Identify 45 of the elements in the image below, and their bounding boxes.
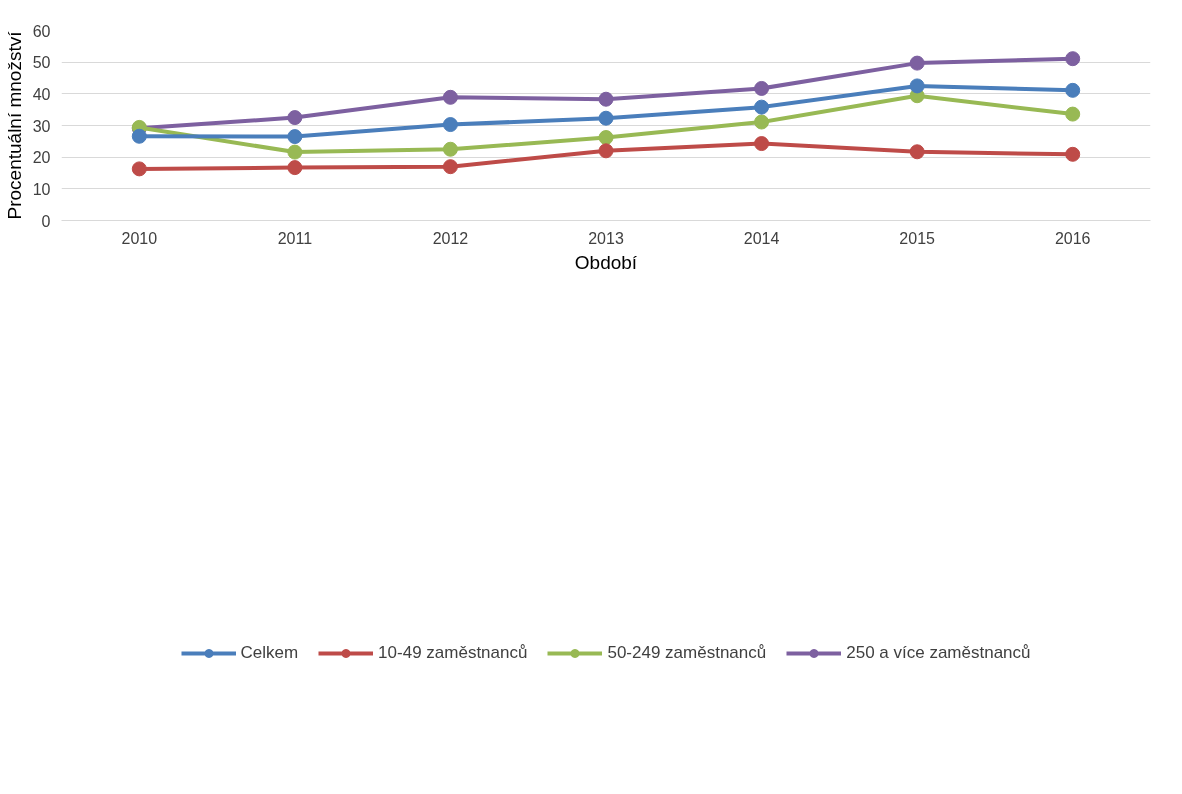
point	[909, 78, 925, 94]
y-tick-label: 10	[32, 180, 51, 198]
x-axis-title: Období	[574, 251, 638, 273]
x-tick-label: 2014	[743, 229, 780, 247]
point	[287, 160, 303, 176]
point	[131, 128, 147, 144]
point	[287, 110, 303, 126]
point	[442, 141, 458, 157]
point	[287, 144, 303, 160]
x-tick-label: 2010	[121, 229, 158, 247]
y-tick-label: 60	[32, 22, 51, 40]
y-tick-label: 30	[32, 117, 51, 135]
point	[598, 143, 614, 159]
point	[442, 89, 458, 105]
point	[754, 114, 770, 130]
point	[1065, 146, 1081, 162]
point	[598, 110, 614, 126]
x-tick-label: 2016	[1054, 229, 1091, 247]
point	[754, 136, 770, 152]
legend-label: 50-249 zaměstnanců	[607, 642, 767, 663]
point	[1065, 51, 1081, 67]
point	[909, 144, 925, 160]
y-tick-label: 40	[32, 85, 51, 103]
x-tick-label: 2015	[899, 229, 936, 247]
point	[754, 80, 770, 96]
point	[442, 159, 458, 175]
point	[131, 161, 147, 177]
legend-label: Celkem	[240, 642, 299, 663]
point	[1065, 106, 1081, 122]
point	[287, 129, 303, 145]
y-tick-label: 50	[32, 54, 51, 72]
point	[598, 91, 614, 107]
y-axis-title: Procentuální množství	[3, 30, 25, 220]
y-tick-label: 20	[32, 149, 51, 167]
point	[598, 130, 614, 146]
legend-label: 250 a více zaměstnanců	[846, 642, 1031, 663]
point	[909, 55, 925, 71]
point	[754, 99, 770, 115]
point	[1065, 82, 1081, 98]
x-tick-label: 2011	[277, 229, 313, 247]
legend-label: 10-49 zaměstnanců	[378, 642, 528, 663]
y-tick-label: 0	[41, 212, 51, 230]
x-tick-label: 2013	[588, 229, 624, 247]
point	[442, 117, 458, 133]
x-tick-label: 2012	[432, 229, 469, 247]
